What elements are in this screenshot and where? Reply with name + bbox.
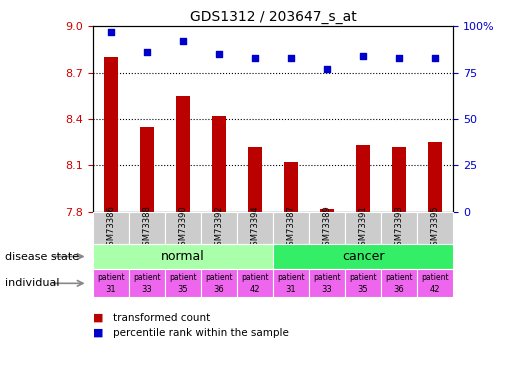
Text: GSM73393: GSM73393 xyxy=(394,205,404,251)
Text: individual: individual xyxy=(5,278,60,288)
Bar xyxy=(273,212,309,244)
Bar xyxy=(417,212,453,244)
Text: patient: patient xyxy=(313,273,341,282)
Text: 36: 36 xyxy=(214,285,224,294)
Bar xyxy=(309,212,345,244)
Text: GSM73390: GSM73390 xyxy=(178,205,187,251)
Bar xyxy=(212,116,226,212)
Bar xyxy=(93,244,273,269)
Text: 33: 33 xyxy=(322,285,332,294)
Text: percentile rank within the sample: percentile rank within the sample xyxy=(113,328,289,338)
Point xyxy=(107,29,115,35)
Text: 42: 42 xyxy=(250,285,260,294)
Bar xyxy=(93,212,129,244)
Text: ■: ■ xyxy=(93,313,103,323)
Bar xyxy=(165,269,201,297)
Point xyxy=(251,55,259,61)
Bar xyxy=(320,209,334,212)
Text: GSM73389: GSM73389 xyxy=(322,205,332,251)
Text: patient: patient xyxy=(277,273,305,282)
Bar xyxy=(345,212,381,244)
Bar xyxy=(273,244,453,269)
Bar xyxy=(237,269,273,297)
Text: 33: 33 xyxy=(142,285,152,294)
Text: GSM73391: GSM73391 xyxy=(358,205,368,251)
Bar xyxy=(356,146,370,212)
Text: transformed count: transformed count xyxy=(113,313,211,323)
Text: 36: 36 xyxy=(394,285,404,294)
Bar xyxy=(309,269,345,297)
Point xyxy=(287,55,295,61)
Text: patient: patient xyxy=(205,273,233,282)
Point xyxy=(359,53,367,59)
Bar xyxy=(201,212,237,244)
Bar xyxy=(104,57,118,212)
Bar xyxy=(129,269,165,297)
Text: patient: patient xyxy=(349,273,377,282)
Point xyxy=(323,66,331,72)
Bar xyxy=(237,212,273,244)
Bar xyxy=(392,147,406,212)
Bar xyxy=(381,212,417,244)
Text: GSM73392: GSM73392 xyxy=(214,205,224,251)
Text: patient: patient xyxy=(421,273,449,282)
Bar xyxy=(140,127,154,212)
Text: GSM73395: GSM73395 xyxy=(431,205,440,251)
Bar xyxy=(428,142,442,212)
Point xyxy=(215,51,223,57)
Text: 42: 42 xyxy=(430,285,440,294)
Text: GSM73388: GSM73388 xyxy=(142,205,151,251)
Text: patient: patient xyxy=(133,273,161,282)
Text: 35: 35 xyxy=(358,285,368,294)
Text: patient: patient xyxy=(385,273,413,282)
Text: cancer: cancer xyxy=(342,250,384,263)
Text: GSM73386: GSM73386 xyxy=(106,205,115,251)
Bar xyxy=(417,269,453,297)
Bar xyxy=(284,162,298,212)
Bar xyxy=(129,212,165,244)
Text: 31: 31 xyxy=(106,285,116,294)
Title: GDS1312 / 203647_s_at: GDS1312 / 203647_s_at xyxy=(190,10,356,24)
Bar xyxy=(248,147,262,212)
Text: patient: patient xyxy=(169,273,197,282)
Text: 31: 31 xyxy=(286,285,296,294)
Point xyxy=(395,55,403,61)
Bar xyxy=(345,269,381,297)
Bar xyxy=(273,269,309,297)
Text: ■: ■ xyxy=(93,328,103,338)
Bar xyxy=(381,269,417,297)
Text: disease state: disease state xyxy=(5,252,79,261)
Text: GSM73387: GSM73387 xyxy=(286,205,296,251)
Bar xyxy=(93,269,129,297)
Text: GSM73394: GSM73394 xyxy=(250,205,260,251)
Point xyxy=(431,55,439,61)
Text: patient: patient xyxy=(241,273,269,282)
Point xyxy=(143,49,151,55)
Point xyxy=(179,38,187,44)
Bar xyxy=(201,269,237,297)
Bar xyxy=(165,212,201,244)
Text: 35: 35 xyxy=(178,285,188,294)
Text: patient: patient xyxy=(97,273,125,282)
Text: normal: normal xyxy=(161,250,204,263)
Bar xyxy=(176,96,190,212)
